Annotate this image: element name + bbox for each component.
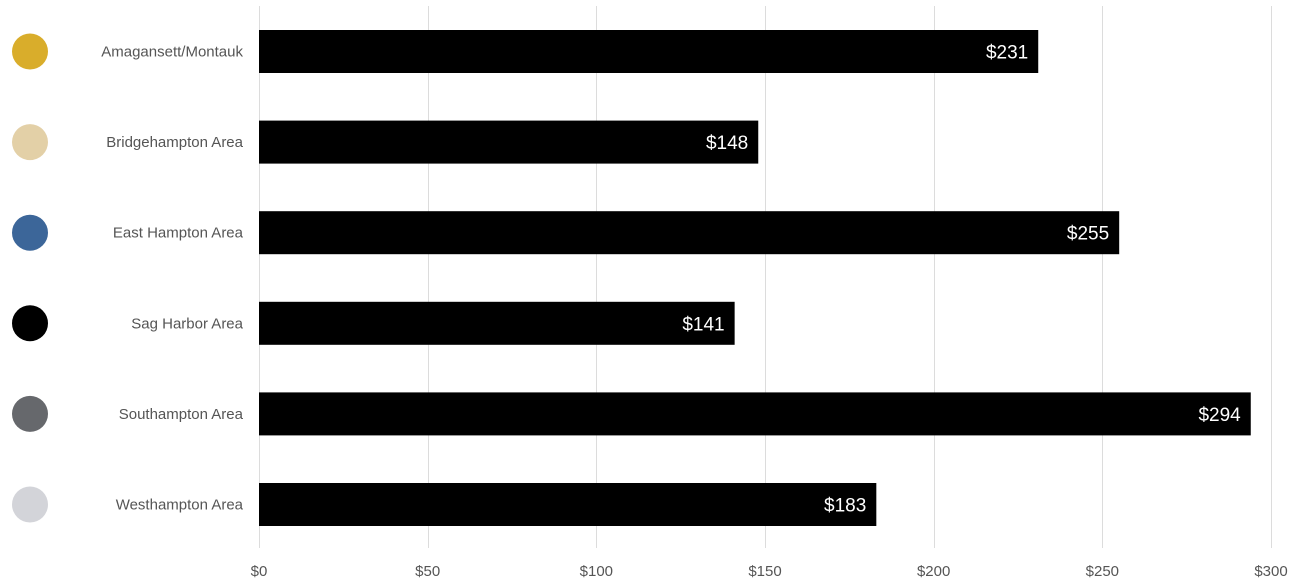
- category-color-dot: [12, 305, 48, 342]
- category-labels: Amagansett/Montauk Bridgehampton Area East…: [101, 44, 243, 514]
- x-tick-label: $250: [1086, 563, 1119, 579]
- bar-value-label: $255: [1067, 224, 1109, 245]
- category-label: Southampton Area: [119, 406, 244, 423]
- bars: [259, 30, 1251, 526]
- bar-value-label: $141: [682, 314, 724, 335]
- bar-value-label: $183: [824, 496, 866, 517]
- category-color-dot: [12, 395, 48, 432]
- category-color-dot: [12, 124, 48, 161]
- bar-value-label: $294: [1198, 405, 1241, 426]
- x-tick-label: $100: [580, 563, 613, 579]
- x-axis-tick-labels: $0 $50 $100 $150 $200 $250 $300: [251, 563, 1288, 579]
- category-label: Sag Harbor Area: [131, 315, 243, 332]
- x-tick-label: $0: [251, 563, 268, 579]
- category-label: Westhampton Area: [116, 497, 244, 514]
- category-label: Bridgehampton Area: [106, 134, 243, 151]
- category-label: East Hampton Area: [113, 225, 244, 242]
- category-label: Amagansett/Montauk: [101, 44, 243, 61]
- bar-value-label: $231: [986, 43, 1028, 64]
- bar: [259, 392, 1251, 436]
- bar: [259, 483, 877, 526]
- bar: [259, 301, 735, 345]
- x-tick-label: $150: [748, 563, 781, 579]
- category-color-dots: [12, 33, 48, 523]
- category-color-dot: [12, 214, 48, 251]
- gridlines: [259, 6, 1272, 548]
- category-color-dot: [12, 33, 48, 70]
- value-labels: $231 $148 $255 $141 $294 $183: [682, 43, 1241, 517]
- bar-value-label: $148: [706, 133, 748, 154]
- x-tick-label: $50: [415, 563, 440, 579]
- x-tick-label: $200: [917, 563, 950, 579]
- category-color-dot: [12, 486, 48, 523]
- x-tick-label: $300: [1254, 563, 1287, 579]
- bar: [259, 211, 1120, 255]
- bar: [259, 120, 759, 164]
- bar: [259, 30, 1039, 73]
